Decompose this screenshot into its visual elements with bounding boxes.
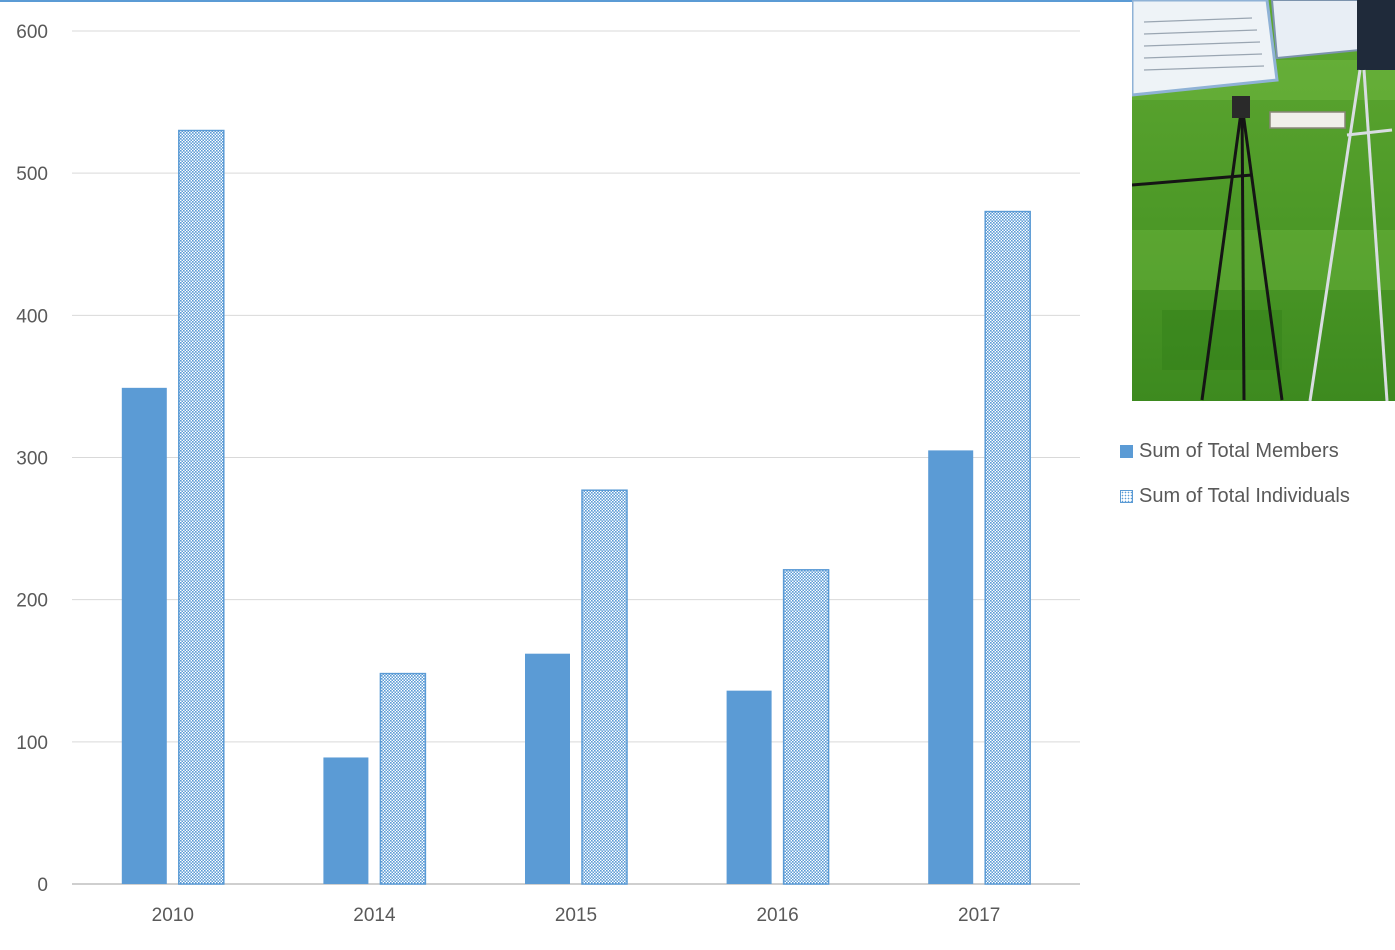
poster-board: [1132, 0, 1279, 97]
book: [1269, 111, 1346, 129]
legend-label: Sum of Total Individuals: [1139, 484, 1350, 507]
photo-easel-on-grass: [1132, 0, 1395, 401]
bars: [121, 129, 1031, 885]
bar-individuals-2010: [178, 129, 225, 885]
y-tick-label: 600: [16, 22, 48, 43]
x-tick-label: 2017: [958, 905, 1000, 926]
x-tick-label: 2016: [756, 905, 798, 926]
y-tick-label: 200: [16, 591, 48, 612]
y-tick-label: 0: [37, 875, 48, 896]
x-tick-label: 2014: [353, 905, 396, 926]
legend-item-individuals: Sum of Total Individuals: [1120, 481, 1390, 511]
legend-label: Sum of Total Members: [1139, 439, 1339, 462]
bar-members-2010: [121, 387, 167, 884]
bar-individuals-2015: [581, 489, 628, 885]
bar-members-2017: [928, 450, 974, 884]
legend-swatch-dotted: [1120, 489, 1133, 503]
y-tick-label: 400: [16, 306, 48, 327]
y-tick-label: 100: [16, 733, 48, 754]
legend-swatch-solid: [1120, 444, 1133, 458]
axis-labels: 0 100 200 300 400 500 600 2010 2014 2015 2016 2017: [16, 22, 1000, 926]
x-tick-label: 2010: [152, 905, 194, 926]
bar-individuals-2016: [782, 569, 830, 885]
second-poster: [1270, 0, 1364, 60]
bar-members-2014: [323, 757, 369, 884]
gridlines: [72, 30, 1080, 885]
x-tick-label: 2015: [555, 905, 597, 926]
bar-members-2016: [726, 690, 772, 884]
y-tick-label: 500: [16, 164, 48, 185]
bar-individuals-2017: [984, 210, 1031, 885]
bar-members-2015: [525, 653, 570, 884]
bar-individuals-2014: [379, 672, 427, 885]
legend-item-members: Sum of Total Members: [1120, 436, 1390, 466]
legend: Sum of Total Members Sum of Total Indivi…: [1120, 436, 1390, 526]
y-tick-label: 300: [16, 449, 48, 470]
